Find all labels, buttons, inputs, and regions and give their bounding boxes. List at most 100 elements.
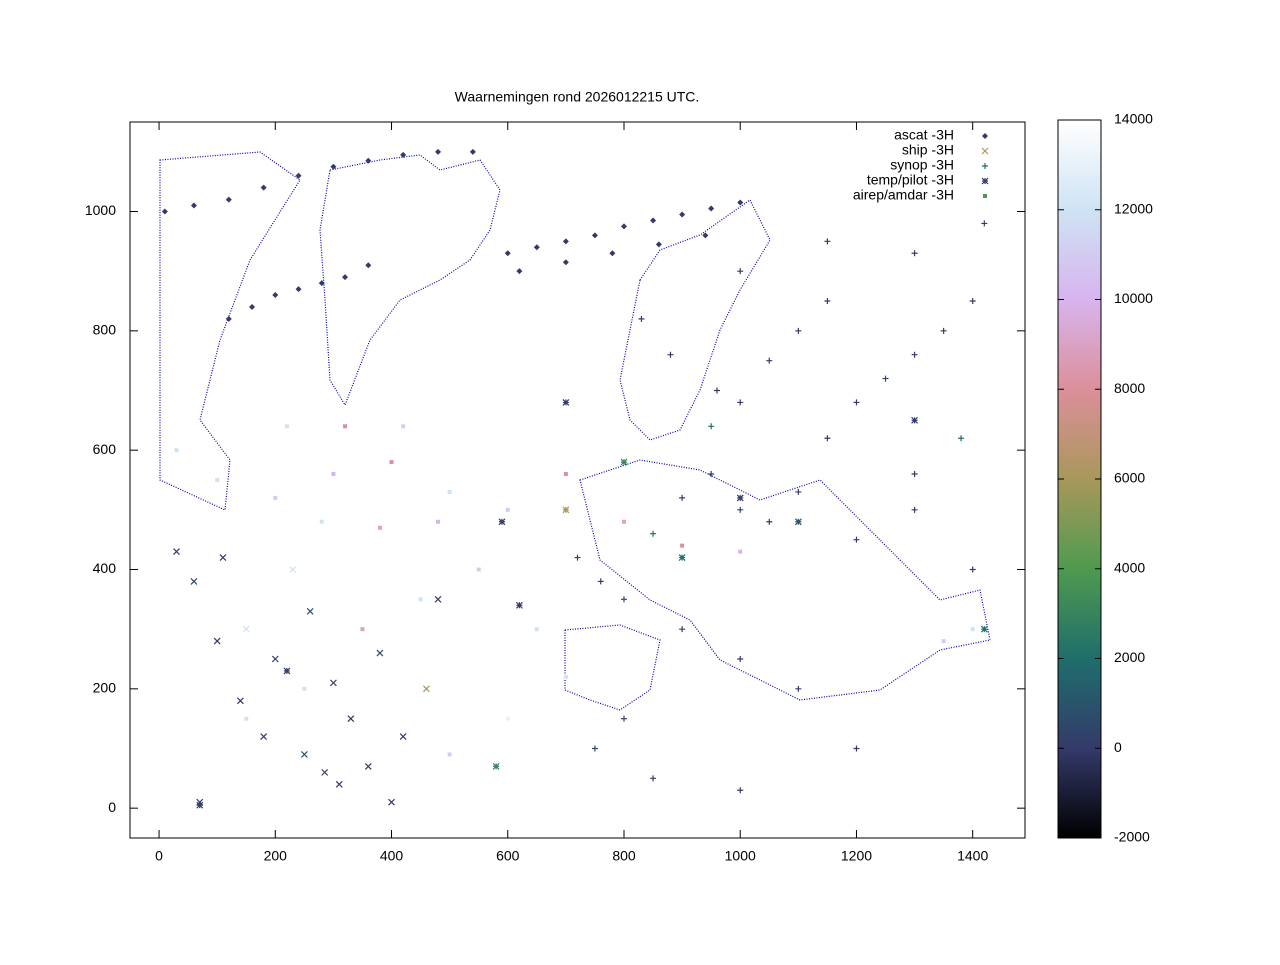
data-point: [505, 716, 510, 721]
data-point: [389, 460, 394, 465]
data-point: [620, 223, 627, 230]
data-point: [708, 205, 715, 212]
y-tick-label: 800: [93, 322, 117, 338]
data-point: [377, 525, 382, 530]
data-point: [215, 478, 220, 482]
data-point: [284, 424, 289, 429]
legend-marker: [982, 163, 988, 169]
data-point: [436, 519, 441, 524]
data-point: [400, 151, 407, 158]
colorbar-tick-label: 12000: [1114, 200, 1153, 216]
data-point: [330, 163, 337, 170]
data-point: [969, 298, 976, 304]
data-point: [418, 597, 423, 602]
data-point: [766, 357, 773, 364]
data-point: [476, 567, 481, 572]
x-tick-label: 1400: [957, 848, 988, 864]
y-tick-label: 400: [93, 560, 117, 576]
data-point: [795, 488, 802, 495]
data-point: [563, 674, 568, 679]
data-point: [516, 268, 523, 275]
data-point: [360, 627, 365, 632]
data-point: [650, 217, 657, 224]
data-point: [911, 416, 919, 424]
y-tick-label: 1000: [85, 202, 116, 218]
data-point: [679, 626, 686, 633]
data-point: [795, 327, 802, 334]
data-point: [563, 472, 568, 477]
data-point: [302, 686, 307, 691]
x-tick-label: 0: [155, 848, 163, 864]
data-point: [911, 506, 918, 513]
data-point: [329, 679, 337, 687]
data-point: [562, 238, 569, 245]
data-point: [650, 530, 657, 537]
data-point: [376, 649, 384, 657]
data-point: [655, 241, 662, 248]
data-point: [190, 578, 198, 585]
data-point: [981, 220, 988, 227]
colorbar-tick-label: 8000: [1114, 380, 1145, 396]
data-point: [364, 762, 372, 770]
data-point: [621, 519, 626, 524]
data-point: [331, 472, 336, 477]
data-point: [319, 519, 324, 524]
data-point: [708, 423, 715, 430]
data-point: [911, 471, 918, 478]
data-point: [680, 543, 685, 548]
data-point: [469, 148, 476, 155]
data-point: [678, 554, 686, 561]
data-point: [911, 250, 918, 257]
data-point: [271, 655, 279, 663]
data-point: [447, 752, 452, 757]
data-point: [969, 566, 976, 573]
data-point: [498, 518, 506, 526]
legend-label: ship -3H: [902, 142, 954, 158]
x-tick-label: 1000: [725, 848, 756, 864]
data-point: [388, 798, 395, 806]
data-point: [343, 424, 348, 429]
y-tick-label: 0: [108, 799, 116, 815]
colorbar-tick-label: 2000: [1114, 649, 1145, 665]
data-point: [365, 157, 372, 164]
data-point: [196, 801, 204, 809]
data-point: [435, 148, 442, 155]
legend-marker: [981, 147, 989, 155]
y-tick-label: 600: [93, 441, 117, 457]
data-point: [300, 751, 308, 758]
x-tick-label: 600: [496, 848, 520, 864]
data-point: [911, 351, 918, 358]
data-point: [242, 625, 250, 633]
data-point: [422, 685, 430, 693]
data-point: [737, 199, 744, 206]
data-point: [737, 787, 744, 794]
x-tick-label: 200: [264, 848, 288, 864]
plot-frame: [129, 121, 1026, 839]
data-point: [562, 259, 569, 266]
data-point: [399, 733, 407, 740]
chart-title: Waarnemingen rond 2026012215 UTC.: [455, 89, 700, 105]
legend-label: temp/pilot -3H: [867, 172, 954, 188]
data-point: [638, 315, 645, 322]
data-point: [534, 627, 539, 632]
data-point: [244, 716, 249, 721]
data-point: [295, 286, 302, 293]
data-point: [737, 506, 744, 513]
x-tick-label: 1200: [841, 848, 872, 864]
y-tick-label: 200: [93, 680, 117, 696]
data-point: [434, 595, 442, 603]
data-point: [533, 244, 540, 251]
data-point: [794, 518, 802, 526]
data-point: [505, 507, 510, 512]
colorbar-tick-label: 4000: [1114, 559, 1145, 575]
data-point: [515, 601, 523, 609]
data-point: [766, 518, 773, 525]
data-point: [940, 327, 947, 334]
x-tick-label: 800: [612, 848, 636, 864]
data-point: [161, 208, 168, 215]
legend-label: synop -3H: [890, 157, 954, 173]
data-point: [283, 667, 291, 675]
data-point: [853, 745, 860, 752]
data-point: [650, 775, 657, 782]
